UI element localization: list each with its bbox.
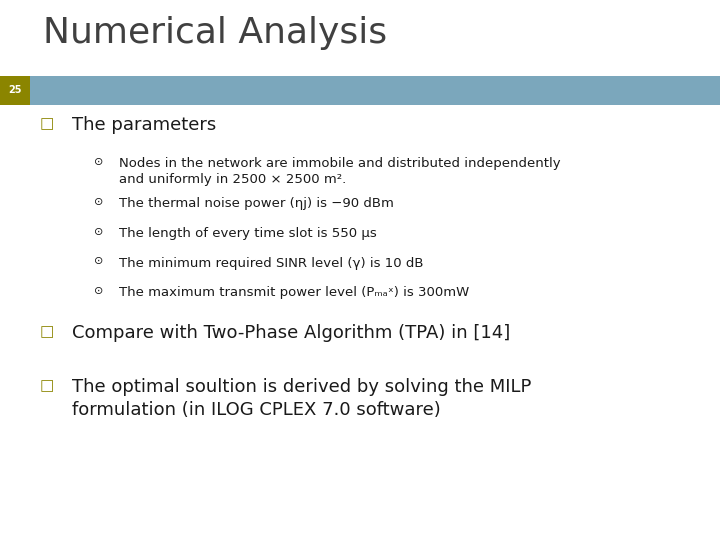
Text: The parameters: The parameters	[72, 116, 216, 134]
Text: The thermal noise power (ηj) is −90 dBm: The thermal noise power (ηj) is −90 dBm	[119, 197, 394, 210]
Text: 25: 25	[9, 85, 22, 96]
Text: ⊙: ⊙	[94, 197, 103, 207]
Bar	[0, 76, 30, 105]
Bar	[0, 76, 720, 105]
Text: Nodes in the network are immobile and distributed independently
and uniformly in: Nodes in the network are immobile and di…	[119, 157, 560, 186]
Text: The optimal soultion is derived by solving the MILP
formulation (in ILOG CPLEX 7: The optimal soultion is derived by solvi…	[72, 378, 531, 419]
Text: The maximum transmit power level (Pₘₐˣ) is 300mW: The maximum transmit power level (Pₘₐˣ) …	[119, 286, 469, 299]
Text: ⊙: ⊙	[94, 157, 103, 167]
Text: ⊙: ⊙	[94, 256, 103, 267]
Text: ⊙: ⊙	[94, 227, 103, 237]
Text: □: □	[40, 324, 54, 339]
Text: □: □	[40, 378, 54, 393]
Text: ⊙: ⊙	[94, 286, 103, 296]
Text: The minimum required SINR level (γ) is 10 dB: The minimum required SINR level (γ) is 1…	[119, 256, 423, 269]
Text: Numerical Analysis: Numerical Analysis	[43, 16, 387, 50]
Text: □: □	[40, 116, 54, 131]
Text: The length of every time slot is 550 μs: The length of every time slot is 550 μs	[119, 227, 377, 240]
Text: Compare with Two-Phase Algorithm (TPA) in [14]: Compare with Two-Phase Algorithm (TPA) i…	[72, 324, 510, 342]
